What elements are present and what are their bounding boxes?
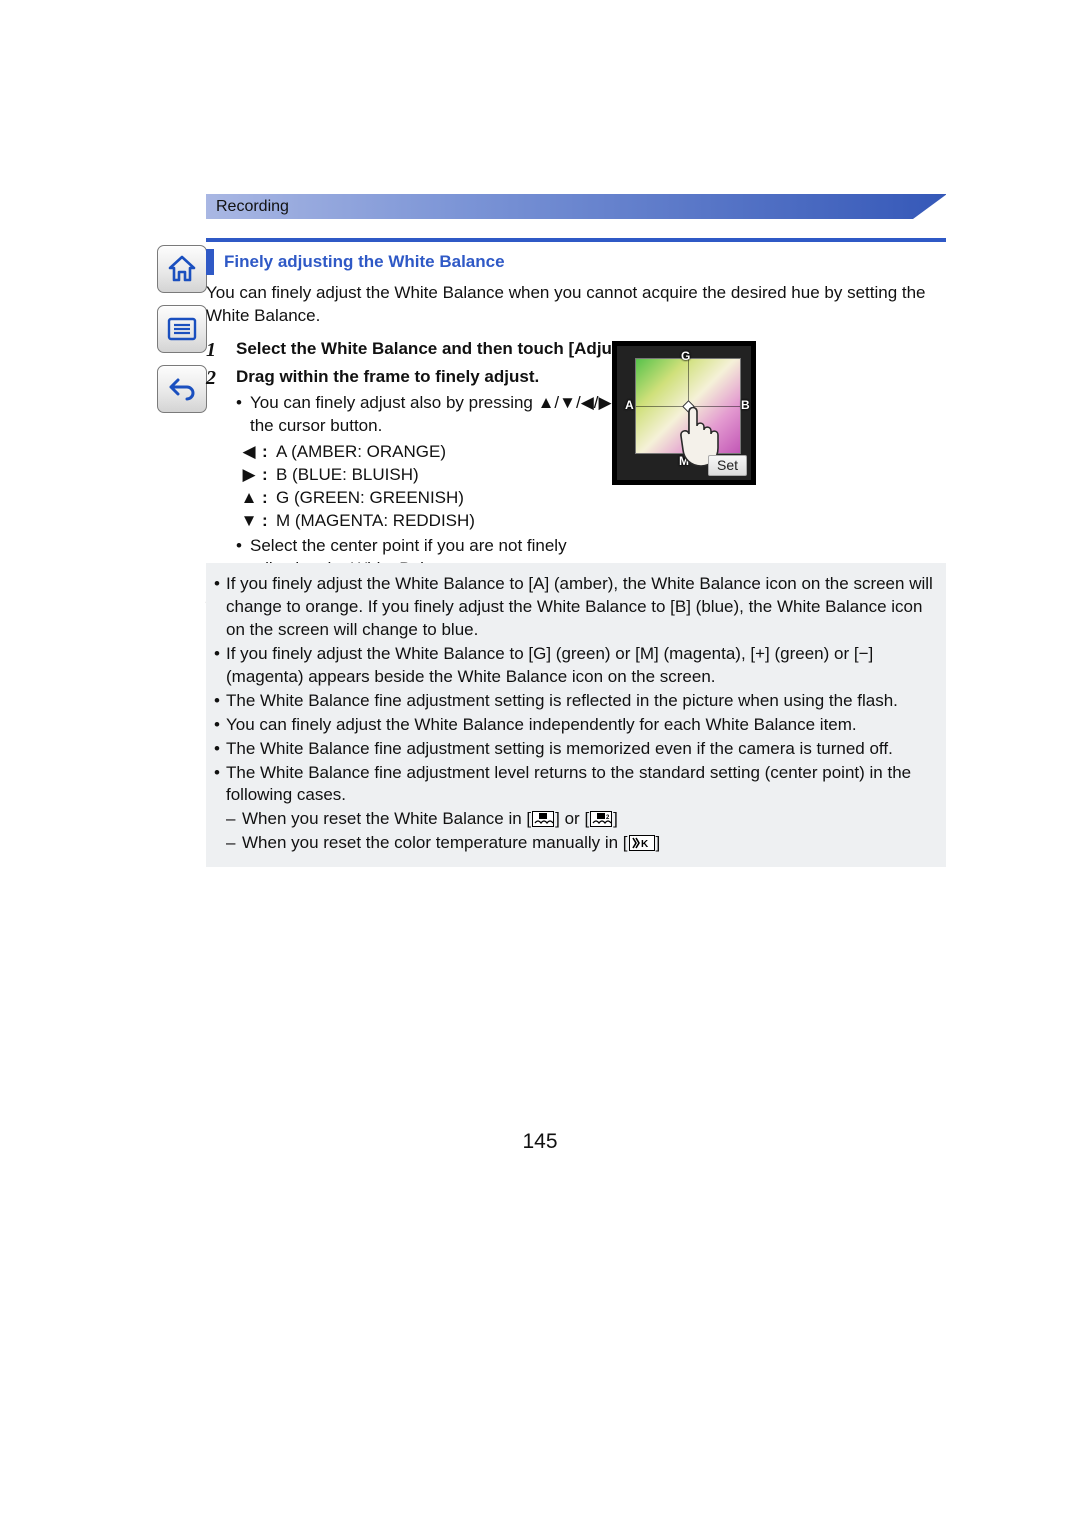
wb-label-a: A (625, 398, 634, 412)
page-number: 145 (0, 1130, 1080, 1154)
color-temp-icon: K (629, 835, 655, 851)
step-2: 2 Drag within the frame to finely adjust… (206, 366, 946, 581)
sub-text-a: You can finely adjust also by pressing (250, 393, 538, 412)
note-subitem: – When you reset the color temperature m… (226, 832, 938, 855)
note-text: If you finely adjust the White Balance t… (226, 573, 938, 642)
side-nav (157, 245, 209, 425)
step-subtext: • You can finely adjust also by pressing… (236, 392, 636, 438)
arrow-left-icon: ◀ (236, 441, 262, 464)
arrow-label: B (BLUE: BLUISH) (276, 464, 419, 487)
step-number: 2 (206, 366, 236, 581)
chapter-header: Recording (206, 194, 946, 219)
note-text: If you finely adjust the White Balance t… (226, 643, 938, 689)
arrow-up-icon: ▲ (236, 487, 262, 510)
arrow-right-icon: ▶ (236, 464, 262, 487)
section-heading: Finely adjusting the White Balance (206, 249, 946, 275)
step-title: Select the White Balance and then touch … (236, 338, 946, 361)
set-button[interactable]: Set (708, 455, 747, 476)
arrow-direction-list: ◀:A (AMBER: ORANGE) ▶:B (BLUE: BLUISH) ▲… (236, 441, 636, 533)
note-subitem: – When you reset the White Balance in []… (226, 808, 938, 831)
note-text: The White Balance fine adjustment settin… (226, 738, 938, 761)
step-number: 1 (206, 338, 236, 362)
home-icon (167, 255, 197, 283)
notes-box: •If you finely adjust the White Balance … (206, 563, 946, 867)
note-text: You can finely adjust the White Balance … (226, 714, 938, 737)
note-sub-text: When you reset the White Balance in [ (242, 809, 531, 828)
header-divider (206, 238, 946, 242)
back-icon (167, 376, 197, 402)
wb-adjust-figure: G A B M Set (612, 341, 756, 485)
chapter-label: Recording (216, 198, 289, 215)
contents-button[interactable] (157, 305, 207, 353)
wb-preset1-icon (532, 811, 554, 827)
heading-accent-bar (206, 249, 214, 275)
note-sub-text: ] or [ (555, 809, 589, 828)
contents-icon (167, 317, 197, 341)
arrow-label: A (AMBER: ORANGE) (276, 441, 446, 464)
step-title: Drag within the frame to finely adjust. (236, 366, 636, 389)
home-button[interactable] (157, 245, 207, 293)
wb-label-b: B (741, 398, 750, 412)
note-sub-text: ] (613, 809, 618, 828)
arrow-label: M (MAGENTA: REDDISH) (276, 510, 475, 533)
wb-preset2-icon: 2 (590, 811, 612, 827)
step-1: 1 Select the White Balance and then touc… (206, 338, 946, 362)
arrow-sequence: ▲/▼/◀/▶ (538, 393, 612, 412)
arrow-label: G (GREEN: GREENISH) (276, 487, 464, 510)
intro-paragraph: You can finely adjust the White Balance … (206, 282, 946, 328)
heading-text: Finely adjusting the White Balance (224, 252, 505, 272)
arrow-down-icon: ▼ (236, 510, 262, 533)
back-button[interactable] (157, 365, 207, 413)
note-sub-text: When you reset the color temperature man… (242, 833, 628, 852)
svg-text:K: K (641, 839, 649, 850)
note-text: The White Balance fine adjustment settin… (226, 690, 938, 713)
note-text: The White Balance fine adjustment level … (226, 762, 938, 808)
note-sub-text: ] (656, 833, 661, 852)
wb-label-g: G (681, 349, 690, 363)
